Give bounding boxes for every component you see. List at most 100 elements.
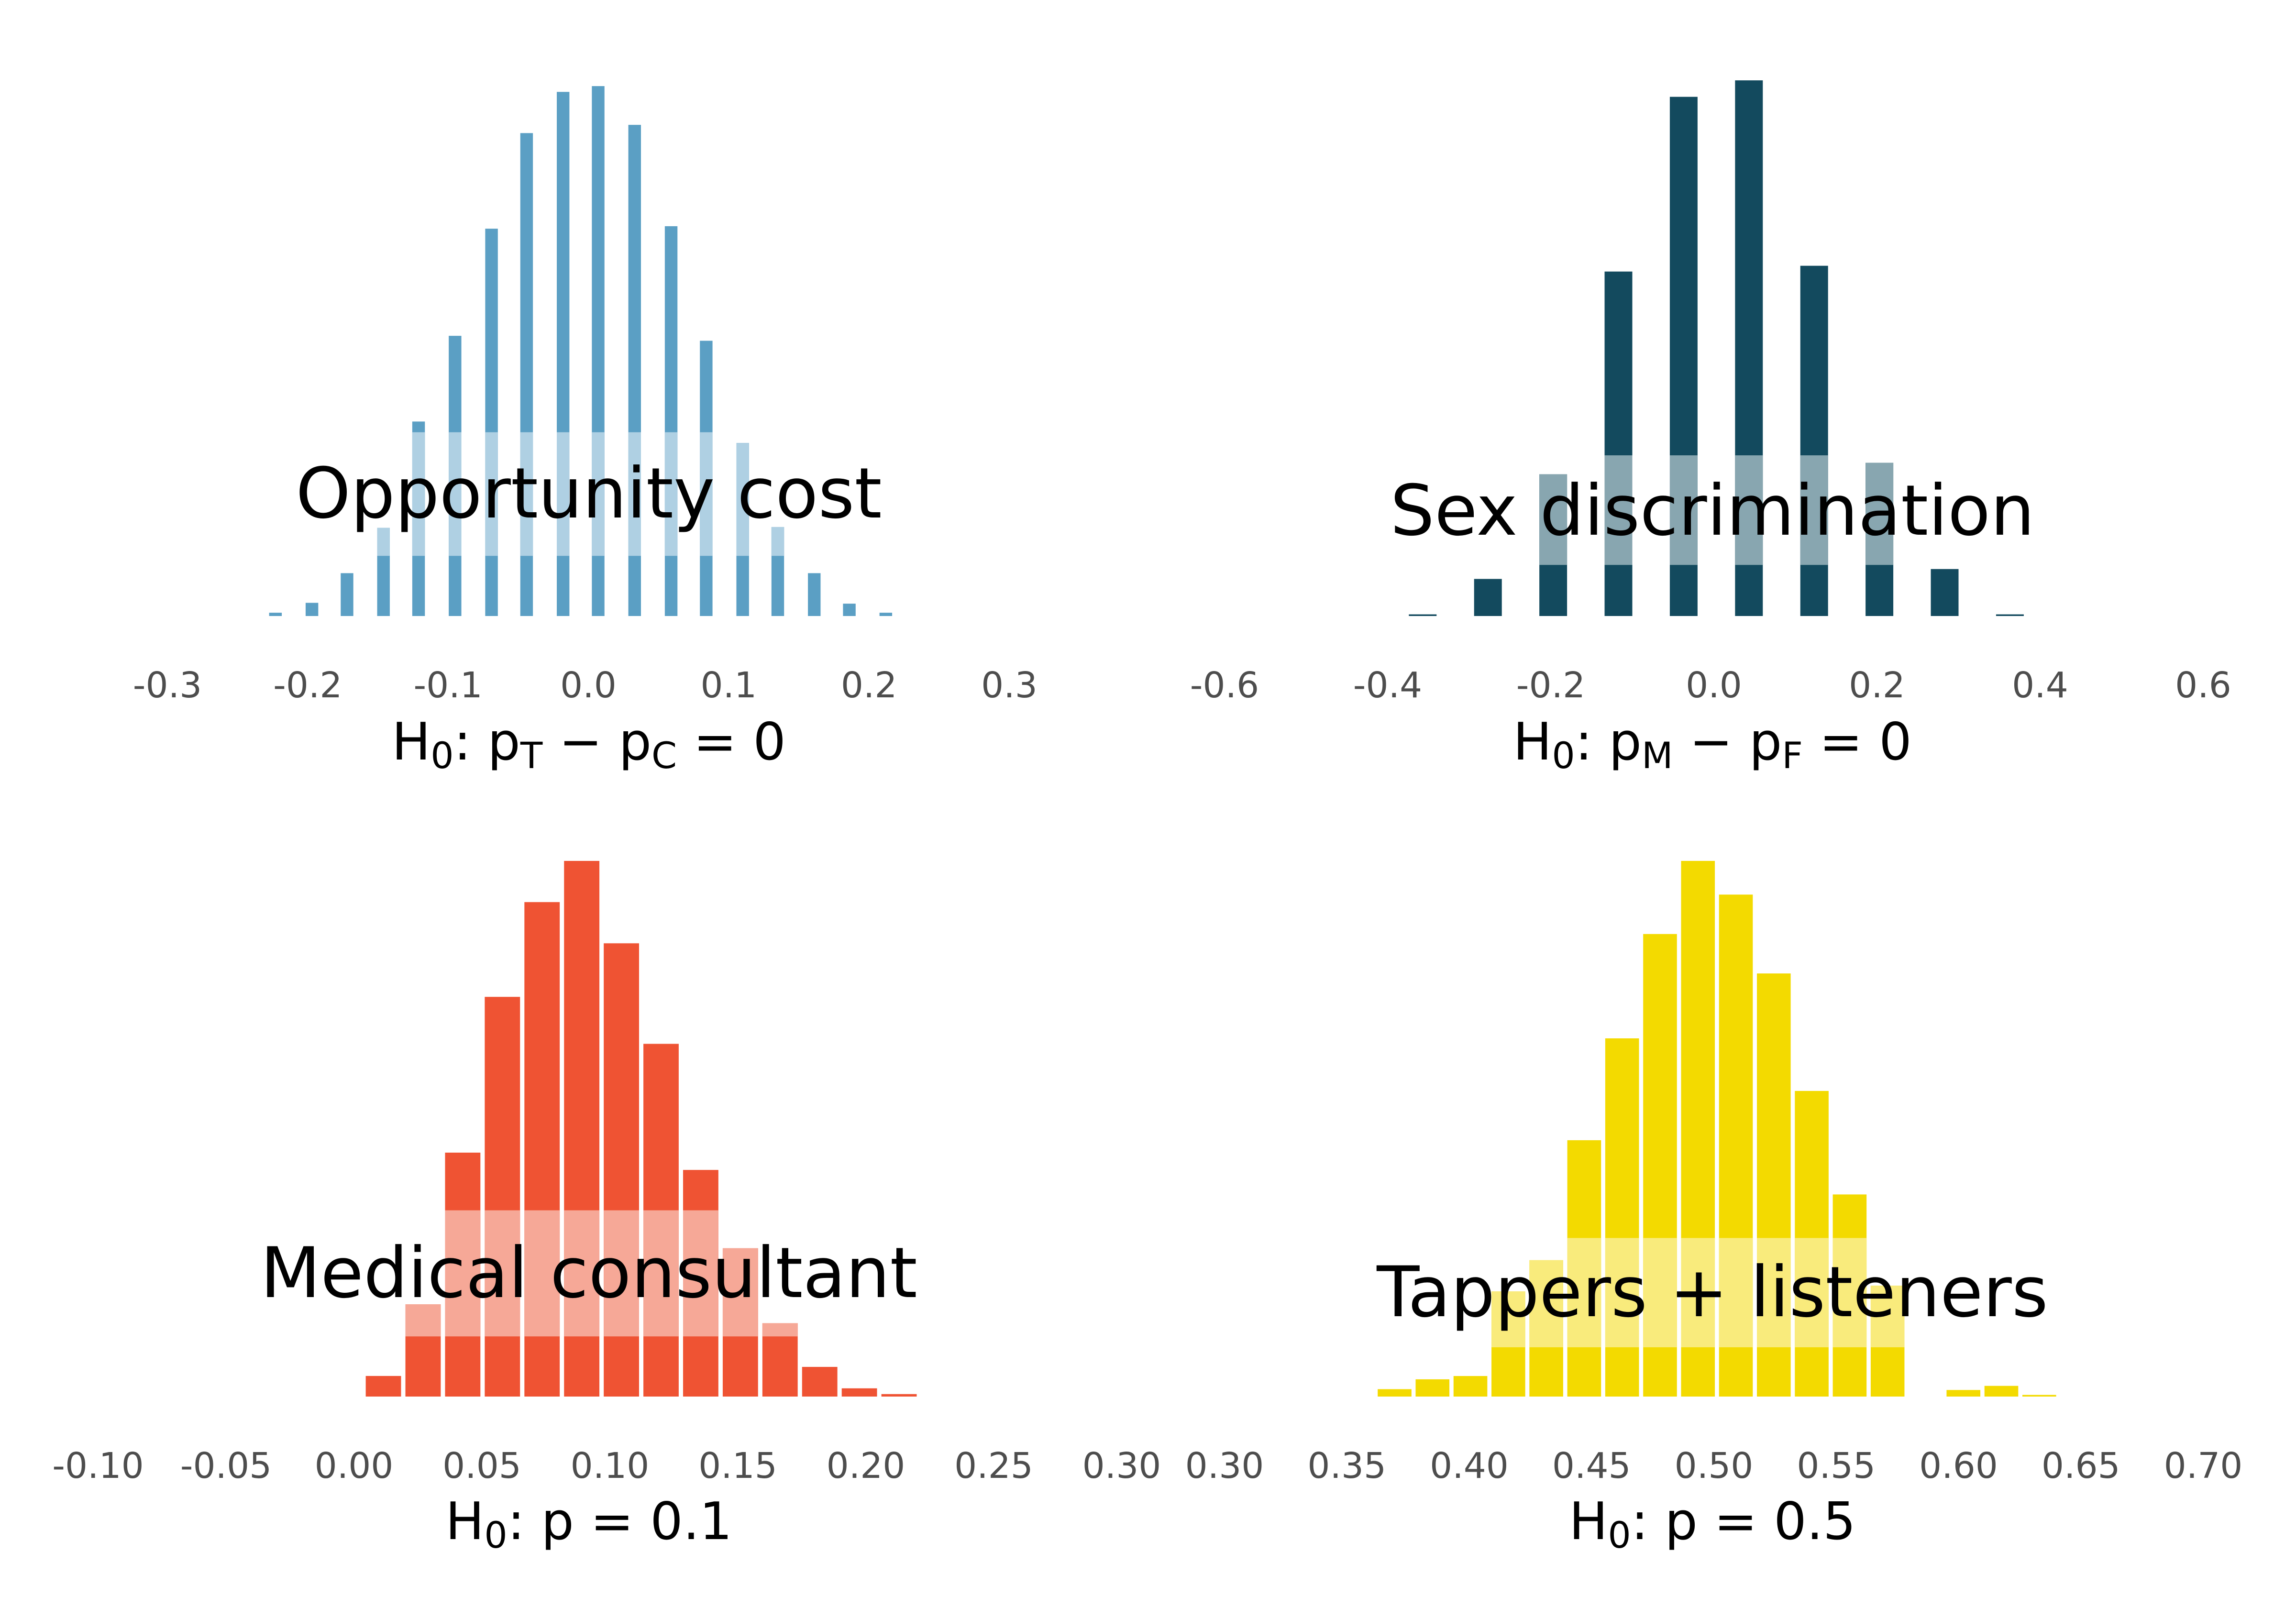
bar-group bbox=[365, 861, 917, 1397]
x-tick-label: -0.6 bbox=[1190, 665, 1259, 706]
bar bbox=[365, 1376, 401, 1397]
x-tick-label: 0.10 bbox=[571, 1445, 650, 1486]
bar-band-segment bbox=[520, 432, 533, 556]
bar bbox=[843, 604, 856, 616]
bar-band-segment bbox=[445, 1210, 481, 1337]
bar-group bbox=[269, 86, 893, 616]
bar-band-segment bbox=[1605, 1238, 1639, 1347]
x-tick-label: 0.30 bbox=[1082, 1445, 1161, 1486]
bar bbox=[1946, 1390, 1981, 1397]
x-tick-label: 0.35 bbox=[1307, 1445, 1386, 1486]
bar-band-segment bbox=[485, 432, 498, 556]
x-tick-label: 0.20 bbox=[827, 1445, 905, 1486]
bar bbox=[485, 229, 498, 616]
bar bbox=[664, 226, 678, 616]
x-tick-label: 0.60 bbox=[1919, 1445, 1998, 1486]
x-tick-label: 0.00 bbox=[315, 1445, 394, 1486]
bar bbox=[305, 603, 319, 616]
x-tick-label: 0.15 bbox=[698, 1445, 777, 1486]
bar-band-segment bbox=[771, 527, 784, 556]
bar-band-segment bbox=[592, 432, 605, 556]
x-axis-ticks: -0.3 -0.2 -0.1 0.0 0.1 0.2 0.3 bbox=[133, 665, 1038, 706]
bar bbox=[269, 613, 282, 616]
bar bbox=[1415, 1379, 1450, 1397]
x-axis-label: H0: pT − pC = 0 bbox=[392, 712, 786, 777]
x-tick-label: -0.2 bbox=[273, 665, 342, 706]
chart-title: Medical consultant bbox=[260, 1233, 917, 1314]
x-tick-label: 0.3 bbox=[981, 665, 1038, 706]
bar-band-segment bbox=[664, 432, 678, 556]
panel-medical-consultant: Medical consultant -0.10 -0.05 0.00 0.05 0.1… bbox=[52, 861, 1161, 1556]
x-tick-label: 0.05 bbox=[442, 1445, 521, 1486]
bar bbox=[1984, 1386, 2019, 1397]
bar bbox=[485, 997, 520, 1397]
x-tick-label: 0.1 bbox=[700, 665, 757, 706]
bar-band-segment bbox=[1529, 1260, 1563, 1347]
x-axis-ticks: 0.30 0.35 0.40 0.45 0.50 0.55 0.60 0.65 0.70 bbox=[1185, 1445, 2243, 1486]
bar-band-segment bbox=[643, 1210, 679, 1337]
x-axis-label: H0: p = 0.5 bbox=[1569, 1492, 1856, 1556]
x-tick-label: -0.10 bbox=[52, 1445, 144, 1486]
x-tick-label: -0.1 bbox=[413, 665, 482, 706]
bar bbox=[1378, 1389, 1412, 1397]
x-tick-label: 0.45 bbox=[1552, 1445, 1631, 1486]
bar-band-segment bbox=[722, 1248, 758, 1337]
bar-band-segment bbox=[1604, 455, 1633, 565]
chart-title: Sex discrimination bbox=[1390, 470, 2034, 551]
bar-band-segment bbox=[762, 1323, 798, 1337]
x-tick-label: 0.65 bbox=[2042, 1445, 2120, 1486]
bar-band-segment bbox=[405, 1304, 441, 1337]
x-tick-label: 0.40 bbox=[1430, 1445, 1509, 1486]
bar-band-segment bbox=[1832, 1238, 1867, 1347]
chart-title: Tappers + listeners bbox=[1376, 1252, 2048, 1333]
x-tick-label: 0.2 bbox=[841, 665, 897, 706]
x-axis-label: H0: p = 0.1 bbox=[445, 1492, 732, 1556]
bar bbox=[808, 573, 821, 616]
bar-band-segment bbox=[604, 1210, 639, 1337]
bar-band-segment bbox=[557, 432, 570, 556]
x-tick-label: -0.05 bbox=[180, 1445, 272, 1486]
x-tick-label: 0.2 bbox=[1849, 665, 1905, 706]
bar bbox=[1409, 614, 1437, 616]
bar bbox=[1453, 1376, 1488, 1397]
bar-band-segment bbox=[524, 1210, 560, 1337]
panel-sex-discrimination: Sex discrimination -0.6 -0.4 -0.2 0.0 0.2 0.4… bbox=[1190, 80, 2231, 777]
bar-band-segment bbox=[1719, 1238, 1753, 1347]
bar-band-segment bbox=[1870, 1286, 1905, 1347]
bar-band-segment bbox=[1643, 1238, 1677, 1347]
bar-band-segment bbox=[628, 432, 641, 556]
bar bbox=[802, 1366, 838, 1397]
bar-band-segment bbox=[1735, 455, 1763, 565]
bar bbox=[1931, 569, 1959, 616]
bar-band-segment bbox=[736, 443, 749, 556]
panel-tappers-listeners: Tappers + listeners 0.30 0.35 0.40 0.45 0.50… bbox=[1185, 861, 2243, 1556]
bar bbox=[2022, 1395, 2056, 1397]
x-tick-label: 0.4 bbox=[2012, 665, 2068, 706]
x-tick-label: 0.0 bbox=[1686, 665, 1742, 706]
x-tick-label: 0.55 bbox=[1797, 1445, 1876, 1486]
bar bbox=[341, 573, 353, 616]
bar-band-segment bbox=[449, 432, 462, 556]
bar-band-segment bbox=[1669, 455, 1698, 565]
bar bbox=[841, 1388, 877, 1397]
bar-band-segment bbox=[1539, 474, 1567, 565]
bar-band-segment bbox=[1567, 1238, 1601, 1347]
x-axis-ticks: -0.10 -0.05 0.00 0.05 0.10 0.15 0.20 0.25 0.30 bbox=[52, 1445, 1161, 1486]
bar-band-segment bbox=[1491, 1291, 1525, 1347]
x-axis-label: H0: pM − pF = 0 bbox=[1513, 712, 1912, 777]
x-tick-label: -0.3 bbox=[133, 665, 202, 706]
x-tick-label: 0.30 bbox=[1185, 1445, 1264, 1486]
x-axis-ticks: -0.6 -0.4 -0.2 0.0 0.2 0.4 0.6 bbox=[1190, 665, 2231, 706]
x-tick-label: -0.2 bbox=[1516, 665, 1585, 706]
x-tick-label: 0.70 bbox=[2164, 1445, 2243, 1486]
bar bbox=[879, 613, 893, 616]
x-tick-label: 0.50 bbox=[1675, 1445, 1754, 1486]
bar-group bbox=[1409, 80, 2024, 616]
bar-band-segment bbox=[564, 1210, 600, 1337]
bar-band-segment bbox=[1795, 1238, 1829, 1347]
bar-band-segment bbox=[485, 1210, 520, 1337]
bar-band-segment bbox=[1681, 1238, 1715, 1347]
x-tick-label: 0.25 bbox=[954, 1445, 1033, 1486]
bar-group bbox=[1378, 861, 2056, 1397]
